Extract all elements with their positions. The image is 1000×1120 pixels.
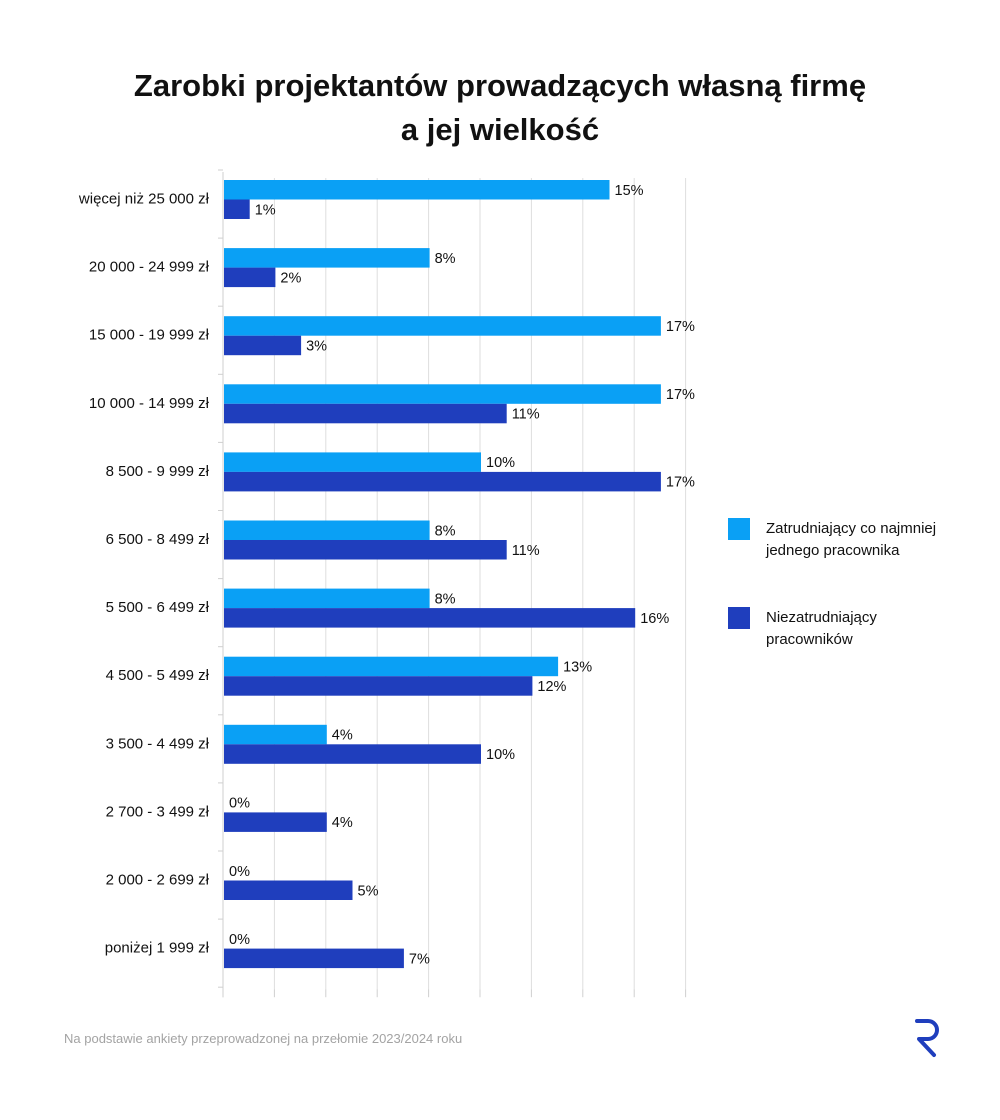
legend-swatch-employers (728, 518, 750, 540)
chart-title: Zarobki projektantów prowadzących własną… (0, 64, 1000, 152)
legend-label-employers: Zatrudniający co najmniej jednego pracow… (766, 520, 937, 559)
value-label-series-0-3: 17% (666, 387, 695, 403)
value-label-series-1-5: 11% (512, 543, 540, 559)
bar-series-1-10 (224, 880, 353, 900)
bar-series-1-3 (224, 403, 507, 424)
bar-series-1-4 (224, 471, 661, 492)
footnote: Na podstawie ankiety przeprowadzonej na … (64, 1031, 463, 1046)
value-label-series-1-2: 3% (306, 338, 327, 354)
bar-series-0-6 (224, 588, 430, 609)
value-label-series-1-9: 4% (332, 815, 353, 831)
value-label-series-0-10: 0% (229, 864, 250, 880)
category-label-9: 2 700 - 3 499 zł (106, 803, 210, 820)
bar-series-0-3 (224, 384, 661, 404)
category-label-7: 4 500 - 5 499 zł (106, 667, 210, 684)
value-label-series-1-4: 17% (666, 475, 695, 491)
category-label-11: poniżej 1 999 zł (105, 940, 210, 957)
value-label-series-1-10: 5% (358, 883, 379, 899)
bar-series-1-2 (224, 335, 302, 356)
category-label-1: 20 000 - 24 999 zł (89, 259, 210, 276)
value-label-series-0-11: 0% (229, 932, 250, 948)
category-label-2: 15 000 - 19 999 zł (89, 327, 210, 344)
legend-swatch-non-employers (728, 607, 750, 629)
chart-title-line-2: a jej wielkość (400, 112, 600, 147)
legend-label-non-employers: Niezatrudniający pracowników (766, 609, 877, 648)
chart-title-line-1: Zarobki projektantów prowadzących własną… (133, 68, 867, 103)
category-label-4: 8 500 - 9 999 zł (106, 463, 210, 480)
value-label-series-1-11: 7% (409, 951, 430, 967)
value-label-series-0-1: 8% (435, 251, 456, 267)
value-label-series-0-4: 10% (486, 455, 515, 471)
r-logo-icon (915, 1019, 939, 1057)
bar-series-0-0 (224, 180, 610, 200)
value-label-series-1-6: 16% (640, 611, 669, 627)
bar-series-0-5 (224, 520, 430, 540)
value-label-series-1-7: 12% (537, 679, 566, 695)
value-label-series-0-8: 4% (332, 728, 353, 744)
value-label-series-0-6: 8% (435, 591, 456, 607)
value-label-series-0-7: 13% (563, 659, 592, 675)
bar-series-1-0 (224, 199, 250, 219)
category-label-6: 5 500 - 6 499 zł (106, 599, 210, 616)
value-label-series-0-9: 0% (229, 796, 250, 812)
value-label-series-1-3: 11% (512, 407, 540, 423)
value-label-series-0-0: 15% (615, 183, 644, 199)
category-label-10: 2 000 - 2 699 zł (106, 872, 210, 889)
bar-series-1-7 (224, 676, 533, 696)
bar-series-0-4 (224, 452, 481, 472)
bar-series-0-1 (224, 248, 430, 268)
category-label-3: 10 000 - 14 999 zł (89, 395, 210, 412)
bar-series-1-8 (224, 744, 481, 764)
category-label-5: 6 500 - 8 499 zł (106, 531, 210, 548)
bar-series-0-2 (224, 316, 661, 336)
bar-series-0-8 (224, 724, 327, 745)
value-label-series-0-5: 8% (435, 523, 456, 539)
value-label-series-1-8: 10% (486, 747, 515, 763)
category-label-8: 3 500 - 4 499 zł (106, 735, 210, 752)
bar-series-1-11 (224, 948, 404, 969)
value-label-series-0-2: 17% (666, 319, 695, 335)
value-label-series-1-1: 2% (280, 270, 301, 286)
category-label-0: więcej niż 25 000 zł (78, 191, 210, 208)
bar-series-0-7 (224, 656, 559, 677)
bar-series-1-6 (224, 608, 636, 628)
value-label-series-1-0: 1% (255, 202, 276, 218)
bar-series-1-5 (224, 540, 507, 560)
bar-series-1-9 (224, 812, 327, 832)
bar-series-1-1 (224, 267, 276, 288)
